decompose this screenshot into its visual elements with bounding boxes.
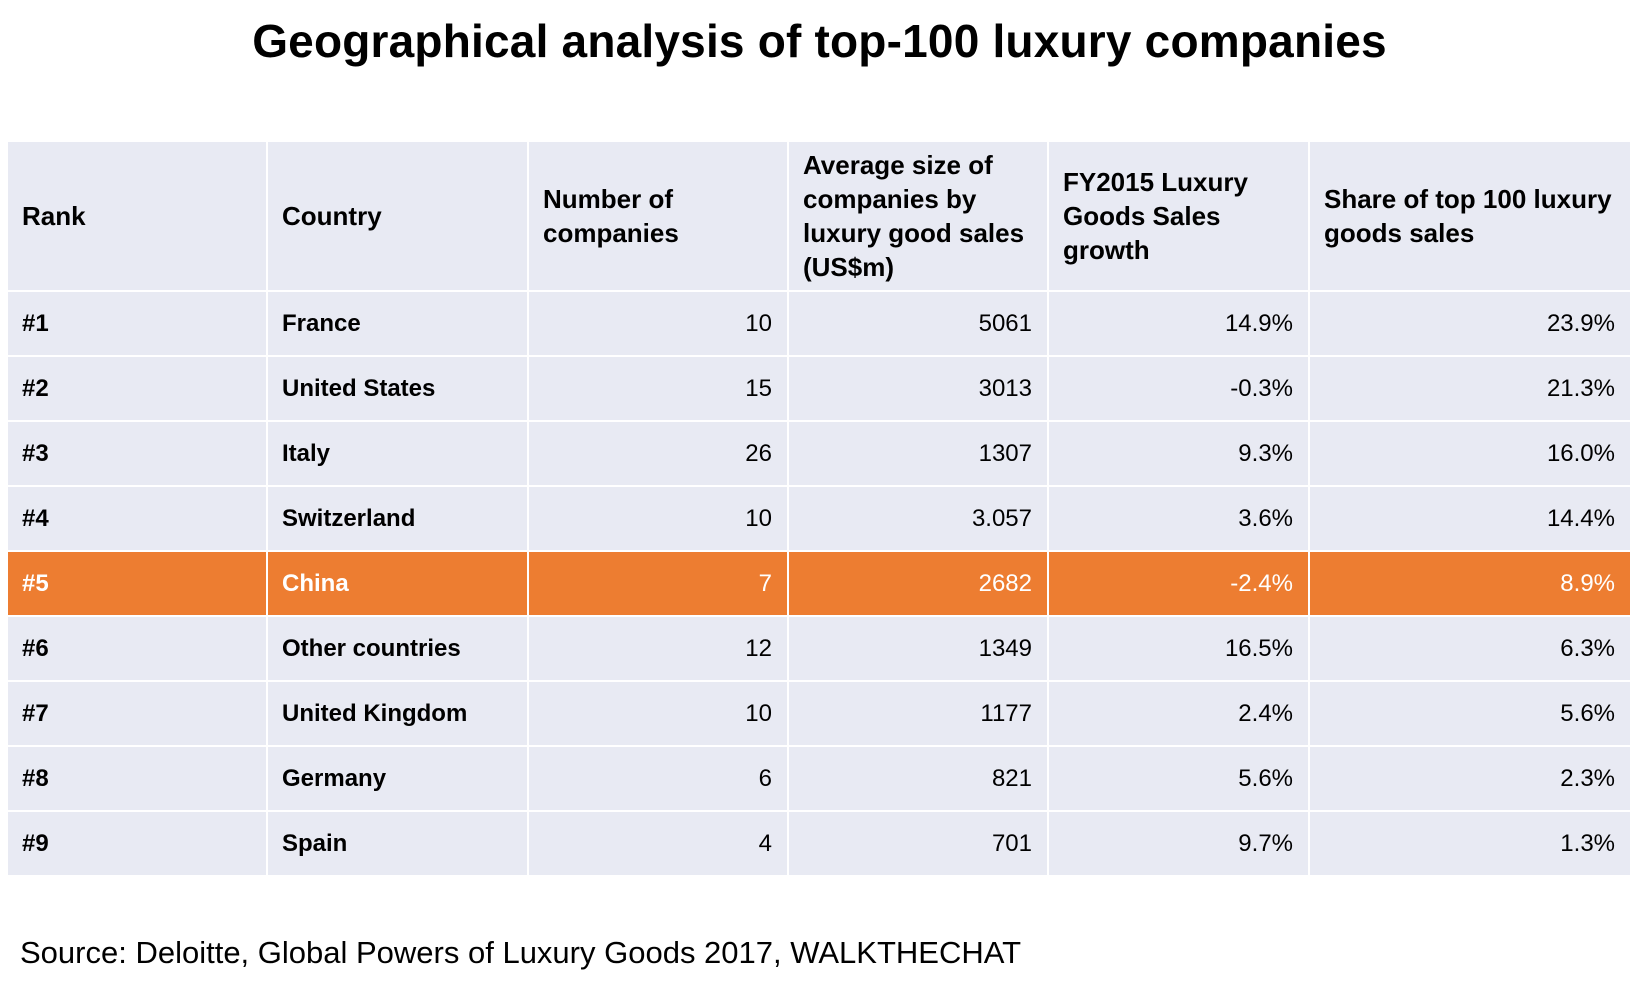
luxury-companies-table: Rank Country Number of companies Average… [6, 140, 1632, 877]
cell-share: 5.6% [1308, 680, 1632, 747]
cell-sales-growth: -2.4% [1047, 550, 1310, 617]
cell-number-of-companies: 12 [527, 615, 789, 682]
table-row: #4 Switzerland 10 3.057 3.6% 14.4% [6, 485, 1632, 552]
table-row: #7 United Kingdom 10 1177 2.4% 5.6% [6, 680, 1632, 747]
cell-share: 14.4% [1308, 485, 1632, 552]
table-row: #3 Italy 26 1307 9.3% 16.0% [6, 420, 1632, 487]
table-row: #6 Other countries 12 1349 16.5% 6.3% [6, 615, 1632, 682]
cell-share: 2.3% [1308, 745, 1632, 812]
cell-country: Germany [266, 745, 529, 812]
cell-rank: #2 [6, 355, 268, 422]
cell-rank: #4 [6, 485, 268, 552]
table-row: #2 United States 15 3013 -0.3% 21.3% [6, 355, 1632, 422]
cell-average-size: 1349 [787, 615, 1049, 682]
cell-number-of-companies: 10 [527, 680, 789, 747]
table-row: #1 France 10 5061 14.9% 23.9% [6, 290, 1632, 357]
cell-share: 6.3% [1308, 615, 1632, 682]
cell-rank: #6 [6, 615, 268, 682]
cell-share: 8.9% [1308, 550, 1632, 617]
cell-share: 16.0% [1308, 420, 1632, 487]
table-row: #5 China 7 2682 -2.4% 8.9% [6, 550, 1632, 617]
cell-rank: #1 [6, 290, 268, 357]
cell-sales-growth: 9.7% [1047, 810, 1310, 877]
column-header-sales-growth: FY2015 Luxury Goods Sales growth [1047, 140, 1310, 292]
cell-rank: #8 [6, 745, 268, 812]
cell-country: France [266, 290, 529, 357]
column-header-rank: Rank [6, 140, 268, 292]
cell-average-size: 5061 [787, 290, 1049, 357]
cell-share: 23.9% [1308, 290, 1632, 357]
cell-number-of-companies: 26 [527, 420, 789, 487]
table-body: #1 France 10 5061 14.9% 23.9% #2 United States 1… [6, 290, 1632, 877]
cell-rank: #5 [6, 550, 268, 617]
table-header-row: Rank Country Number of companies Average… [6, 140, 1632, 292]
table-row: #8 Germany 6 821 5.6% 2.3% [6, 745, 1632, 812]
cell-average-size: 3.057 [787, 485, 1049, 552]
source-note: Source: Deloitte, Global Powers of Luxur… [20, 935, 1022, 970]
cell-rank: #9 [6, 810, 268, 877]
cell-average-size: 821 [787, 745, 1049, 812]
cell-country: China [266, 550, 529, 617]
column-header-country: Country [266, 140, 529, 292]
cell-average-size: 2682 [787, 550, 1049, 617]
cell-number-of-companies: 10 [527, 485, 789, 552]
cell-number-of-companies: 10 [527, 290, 789, 357]
cell-country: Spain [266, 810, 529, 877]
cell-country: United States [266, 355, 529, 422]
cell-share: 21.3% [1308, 355, 1632, 422]
cell-share: 1.3% [1308, 810, 1632, 877]
cell-number-of-companies: 15 [527, 355, 789, 422]
table-row: #9 Spain 4 701 9.7% 1.3% [6, 810, 1632, 877]
cell-sales-growth: 14.9% [1047, 290, 1310, 357]
cell-sales-growth: 3.6% [1047, 485, 1310, 552]
cell-rank: #3 [6, 420, 268, 487]
cell-number-of-companies: 7 [527, 550, 789, 617]
cell-sales-growth: 16.5% [1047, 615, 1310, 682]
cell-average-size: 1307 [787, 420, 1049, 487]
cell-number-of-companies: 4 [527, 810, 789, 877]
column-header-average-size: Average size of companies by luxury good… [787, 140, 1049, 292]
cell-country: Other countries [266, 615, 529, 682]
column-header-number-of-companies: Number of companies [527, 140, 789, 292]
cell-average-size: 1177 [787, 680, 1049, 747]
chart-title: Geographical analysis of top-100 luxury … [252, 15, 1387, 67]
column-header-share: Share of top 100 luxury goods sales [1308, 140, 1632, 292]
cell-number-of-companies: 6 [527, 745, 789, 812]
cell-country: Italy [266, 420, 529, 487]
cell-sales-growth: 9.3% [1047, 420, 1310, 487]
cell-rank: #7 [6, 680, 268, 747]
cell-sales-growth: 5.6% [1047, 745, 1310, 812]
cell-country: United Kingdom [266, 680, 529, 747]
cell-sales-growth: -0.3% [1047, 355, 1310, 422]
cell-average-size: 701 [787, 810, 1049, 877]
cell-sales-growth: 2.4% [1047, 680, 1310, 747]
cell-country: Switzerland [266, 485, 529, 552]
cell-average-size: 3013 [787, 355, 1049, 422]
